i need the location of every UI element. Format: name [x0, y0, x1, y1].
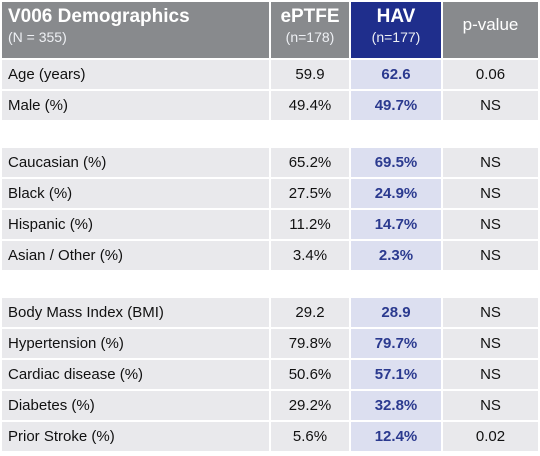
table-row: Male (%) 49.4% 49.7% NS: [2, 91, 538, 120]
eptfe-value: 59.9: [271, 60, 349, 89]
hav-value: 32.8%: [351, 391, 441, 420]
header-eptfe-cell: ePTFE (n=178): [271, 2, 349, 58]
hav-value: 28.9: [351, 298, 441, 327]
eptfe-value: 79.8%: [271, 329, 349, 358]
p-value: NS: [443, 360, 538, 389]
p-value: NS: [443, 241, 538, 270]
table-title: V006 Demographics: [8, 6, 190, 27]
row-label: Black (%): [2, 179, 269, 208]
table-row: Asian / Other (%) 3.4% 2.3% NS: [2, 241, 538, 270]
p-value: 0.02: [443, 422, 538, 451]
hav-value: 69.5%: [351, 148, 441, 177]
table-row: Caucasian (%) 65.2% 69.5% NS: [2, 148, 538, 177]
eptfe-value: 29.2: [271, 298, 349, 327]
hav-value: 49.7%: [351, 91, 441, 120]
hav-value: 62.6: [351, 60, 441, 89]
row-label: Asian / Other (%): [2, 241, 269, 270]
hav-value: 79.7%: [351, 329, 441, 358]
p-value: NS: [443, 179, 538, 208]
row-label: Hypertension (%): [2, 329, 269, 358]
eptfe-header-label: ePTFE: [280, 6, 340, 27]
eptfe-value: 29.2%: [271, 391, 349, 420]
table-row: Age (years) 59.9 62.6 0.06: [2, 60, 538, 89]
p-value: NS: [443, 329, 538, 358]
hav-header-n: (n=177): [371, 29, 421, 45]
row-label: Age (years): [2, 60, 269, 89]
eptfe-header-n: (n=178): [285, 29, 335, 45]
eptfe-value: 65.2%: [271, 148, 349, 177]
table-row: Hypertension (%) 79.8% 79.7% NS: [2, 329, 538, 358]
p-value: NS: [443, 391, 538, 420]
p-value: 0.06: [443, 60, 538, 89]
table-row: Body Mass Index (BMI) 29.2 28.9 NS: [2, 298, 538, 327]
hav-value: 12.4%: [351, 422, 441, 451]
row-label: Body Mass Index (BMI): [2, 298, 269, 327]
p-value: NS: [443, 210, 538, 239]
p-value: NS: [443, 298, 538, 327]
eptfe-value: 11.2%: [271, 210, 349, 239]
table-row: Diabetes (%) 29.2% 32.8% NS: [2, 391, 538, 420]
hav-header-label: HAV: [376, 6, 416, 27]
eptfe-value: 27.5%: [271, 179, 349, 208]
eptfe-value: 49.4%: [271, 91, 349, 120]
row-label: Male (%): [2, 91, 269, 120]
hav-value: 57.1%: [351, 360, 441, 389]
row-label: Prior Stroke (%): [2, 422, 269, 451]
row-label: Diabetes (%): [2, 391, 269, 420]
p-value: NS: [443, 91, 538, 120]
table-subtitle: (N = 355): [8, 29, 67, 45]
row-label: Hispanic (%): [2, 210, 269, 239]
p-value: NS: [443, 148, 538, 177]
pvalue-header-label: p-value: [462, 15, 519, 34]
row-label: Caucasian (%): [2, 148, 269, 177]
header-title-cell: V006 Demographics (N = 355): [2, 2, 269, 58]
table-row: Cardiac disease (%) 50.6% 57.1% NS: [2, 360, 538, 389]
hav-value: 2.3%: [351, 241, 441, 270]
table-row: Black (%) 27.5% 24.9% NS: [2, 179, 538, 208]
header-hav-cell: HAV (n=177): [351, 2, 441, 58]
eptfe-value: 3.4%: [271, 241, 349, 270]
header-pvalue-cell: p-value: [443, 2, 538, 58]
eptfe-value: 5.6%: [271, 422, 349, 451]
eptfe-value: 50.6%: [271, 360, 349, 389]
table-row: Hispanic (%) 11.2% 14.7% NS: [2, 210, 538, 239]
hav-value: 14.7%: [351, 210, 441, 239]
row-label: Cardiac disease (%): [2, 360, 269, 389]
table-row: Prior Stroke (%) 5.6% 12.4% 0.02: [2, 422, 538, 451]
hav-value: 24.9%: [351, 179, 441, 208]
